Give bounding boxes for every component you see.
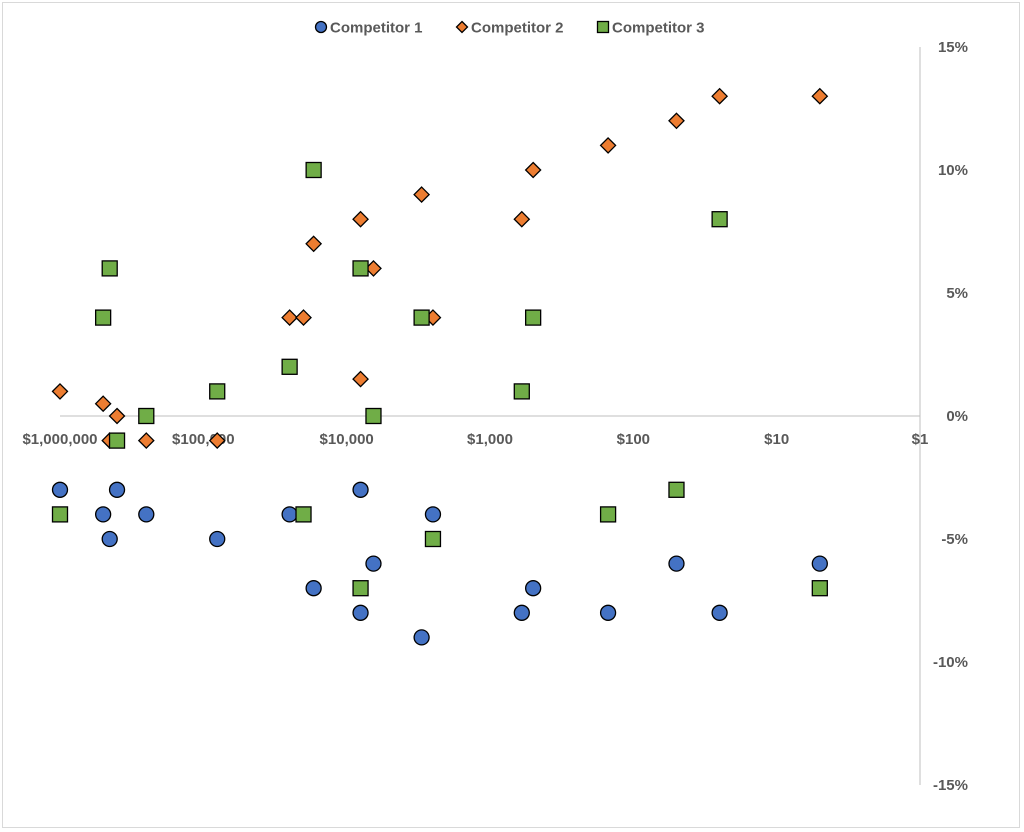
x-tick-labels: $1,000,000 $100,000 $10,000 $1,000 $100 $10 $1	[22, 431, 928, 448]
circle-point	[305, 580, 322, 597]
circle-point	[352, 604, 369, 621]
diamond-point	[94, 395, 112, 413]
x-tick-label: $10,000	[320, 431, 374, 448]
circle-point	[513, 604, 530, 621]
x-tick-label: $1,000,000	[22, 431, 97, 448]
circle-point	[94, 506, 112, 523]
circle-point	[101, 530, 118, 548]
legend-item: Competitor 3	[596, 20, 705, 37]
diamond-point	[51, 382, 69, 400]
y-tick-label: -10%	[933, 654, 968, 671]
diamond-point	[295, 309, 312, 327]
diamond-point	[352, 370, 369, 388]
circle-point	[424, 506, 442, 523]
y-tick-label: 10%	[938, 162, 968, 179]
circle-point	[524, 580, 542, 597]
x-tick-label: $1	[912, 431, 929, 448]
square-point	[365, 407, 382, 425]
y-tick-label: 15%	[938, 39, 968, 56]
x-tick-label: $1,000	[467, 431, 513, 448]
circle-point	[209, 530, 226, 548]
y-tick-label: 5%	[946, 285, 968, 302]
square-point	[599, 506, 617, 523]
square-point	[524, 309, 542, 326]
circle-point	[365, 555, 382, 572]
y-tick-labels: 15% 10% 5% 0% -5% -10% -15%	[933, 39, 968, 794]
y-tick-label: -5%	[941, 531, 968, 548]
legend-item: Competitor 2	[455, 20, 564, 37]
x-tick-label: $10	[764, 431, 789, 448]
y-tick-label: 0%	[946, 408, 968, 425]
square-point	[811, 580, 828, 597]
legend: Competitor 1 Competitor 2 Competitor 3	[314, 20, 705, 37]
y-tick-label: -15%	[933, 777, 968, 794]
square-point	[94, 309, 112, 326]
square-point	[51, 506, 69, 523]
legend-label: Competitor 2	[471, 20, 564, 37]
axes	[60, 47, 921, 785]
square-point	[108, 432, 126, 449]
legend-label: Competitor 1	[330, 20, 423, 37]
diamond-point	[668, 112, 685, 130]
diamond-point	[513, 210, 531, 228]
diamond-point	[305, 235, 323, 253]
circle-point	[413, 629, 430, 646]
circle-point	[668, 555, 685, 572]
square-point	[513, 383, 530, 400]
square-point	[295, 506, 312, 523]
legend-item: Competitor 1	[314, 20, 423, 37]
square-point	[352, 580, 369, 597]
series-2	[51, 87, 829, 450]
diamond-point	[352, 210, 369, 228]
legend-circle-icon	[314, 20, 328, 34]
diamond-point	[599, 136, 617, 154]
circle-point	[108, 481, 126, 498]
circle-point	[599, 604, 617, 621]
legend-diamond-icon	[455, 20, 469, 34]
x-tick-label: $100	[617, 431, 650, 448]
x-tick-label: $100,000	[172, 431, 235, 448]
circle-point	[51, 481, 69, 498]
series-3	[51, 161, 828, 597]
square-point	[711, 211, 728, 228]
square-point	[281, 358, 298, 375]
diamond-point	[811, 87, 829, 105]
square-point	[209, 383, 226, 400]
diamond-point	[108, 407, 126, 425]
data-points	[51, 87, 829, 646]
square-point	[424, 530, 442, 548]
diamond-point	[137, 432, 155, 450]
square-point	[668, 481, 685, 498]
series-1	[51, 481, 828, 646]
legend-square-icon	[596, 20, 610, 34]
square-point	[138, 407, 155, 425]
square-point	[305, 161, 322, 179]
circle-point	[711, 604, 728, 621]
square-point	[101, 260, 118, 277]
diamond-point	[208, 432, 226, 450]
diamond-point	[711, 87, 729, 105]
diamond-point	[524, 161, 542, 179]
diamond-point	[281, 309, 299, 327]
circle-point	[281, 506, 298, 523]
square-point	[413, 309, 430, 326]
legend-label: Competitor 3	[612, 20, 705, 37]
circle-point	[138, 506, 155, 523]
circle-point	[352, 481, 369, 498]
circle-point	[811, 555, 828, 572]
diamond-point	[413, 186, 431, 204]
square-point	[352, 260, 369, 277]
